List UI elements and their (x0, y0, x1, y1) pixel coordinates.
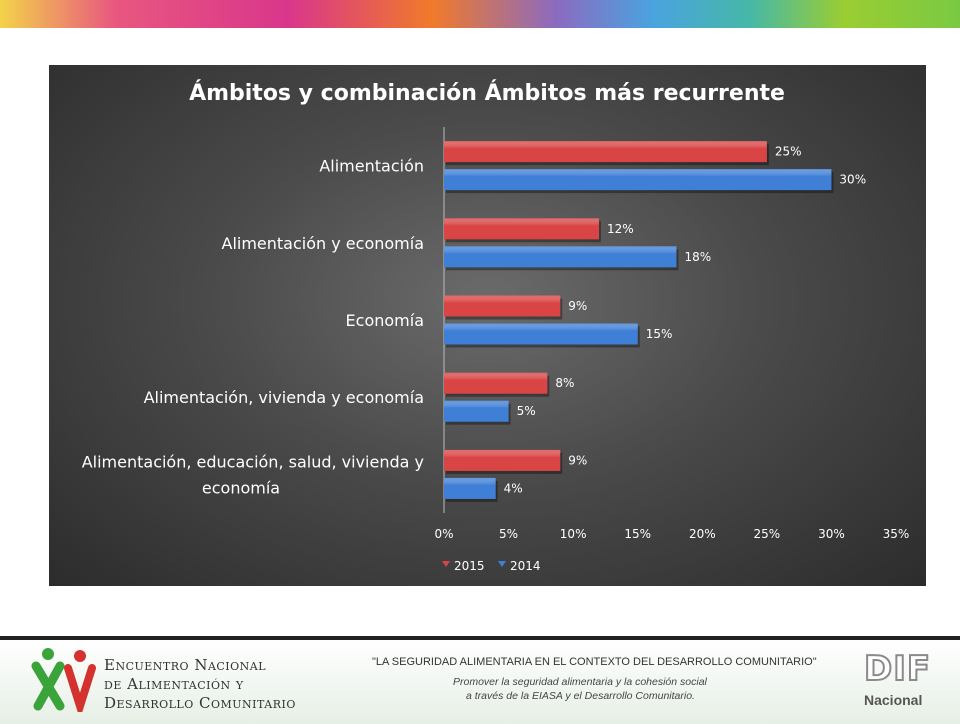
bar-highlight (444, 400, 509, 422)
category-label: Economía (346, 311, 424, 330)
bar-highlight (444, 323, 638, 345)
data-label: 18% (684, 250, 711, 264)
category-label: Alimentación (319, 157, 424, 176)
category-label: economía (202, 478, 280, 497)
data-label: 30% (839, 173, 866, 187)
slogan: "LA SEGURIDAD ALIMENTARIA EN EL CONTEXTO… (372, 656, 817, 668)
bar-highlight (444, 372, 548, 394)
chart-panel: Ámbitos y combinación Ámbitos más recurr… (49, 65, 926, 586)
xv-logo (31, 648, 96, 712)
x-tick-label: 10% (560, 527, 587, 541)
bar-highlight (444, 169, 832, 191)
data-label: 8% (555, 376, 574, 390)
subtitle-line-2: a través de la EIASA y el Desarrollo Com… (466, 690, 695, 702)
dif-logo: DIF (863, 649, 932, 689)
bar-highlight (444, 246, 677, 268)
bar-highlight (444, 295, 561, 317)
x-tick-label: 35% (883, 527, 910, 541)
data-label: 5% (517, 404, 536, 418)
bar-chart: Ámbitos y combinación Ámbitos más recurr… (82, 80, 910, 573)
footer-band (0, 636, 960, 724)
bar-highlight (444, 218, 599, 240)
data-label: 12% (607, 222, 634, 236)
category-label: Alimentación y economía (222, 234, 425, 253)
event-name-line-3: Desarrollo Comunitario (104, 694, 296, 712)
bar-highlight (444, 449, 561, 471)
legend-label: 2015 (454, 559, 485, 573)
data-label: 4% (504, 481, 523, 495)
subtitle-line-1: Promover la seguridad alimentaria y la c… (453, 676, 707, 688)
category-label: Alimentación, vivienda y economía (144, 388, 424, 407)
bar-highlight (444, 141, 767, 163)
data-label: 15% (646, 327, 673, 341)
color-stripe (0, 0, 960, 28)
legend-label: 2014 (510, 559, 541, 573)
data-label: 9% (568, 299, 587, 313)
category-label: Alimentación, educación, salud, vivienda… (82, 452, 424, 471)
x-tick-label: 5% (499, 527, 518, 541)
x-tick-label: 25% (754, 527, 781, 541)
x-tick-label: 0% (434, 527, 453, 541)
dif-nacional-label: Nacional (864, 692, 923, 708)
data-label: 25% (775, 145, 802, 159)
bar-highlight (444, 477, 496, 499)
x-tick-label: 15% (624, 527, 651, 541)
legend-marker (442, 561, 450, 567)
x-tick-label: 30% (818, 527, 845, 541)
legend-marker (498, 561, 506, 567)
chart-title: Ámbitos y combinación Ámbitos más recurr… (189, 80, 785, 106)
event-name-line-2: de Alimentación y (104, 675, 244, 693)
event-name-line-1: Encuentro Nacional (104, 656, 267, 674)
x-tick-label: 20% (689, 527, 716, 541)
data-label: 9% (568, 453, 587, 467)
